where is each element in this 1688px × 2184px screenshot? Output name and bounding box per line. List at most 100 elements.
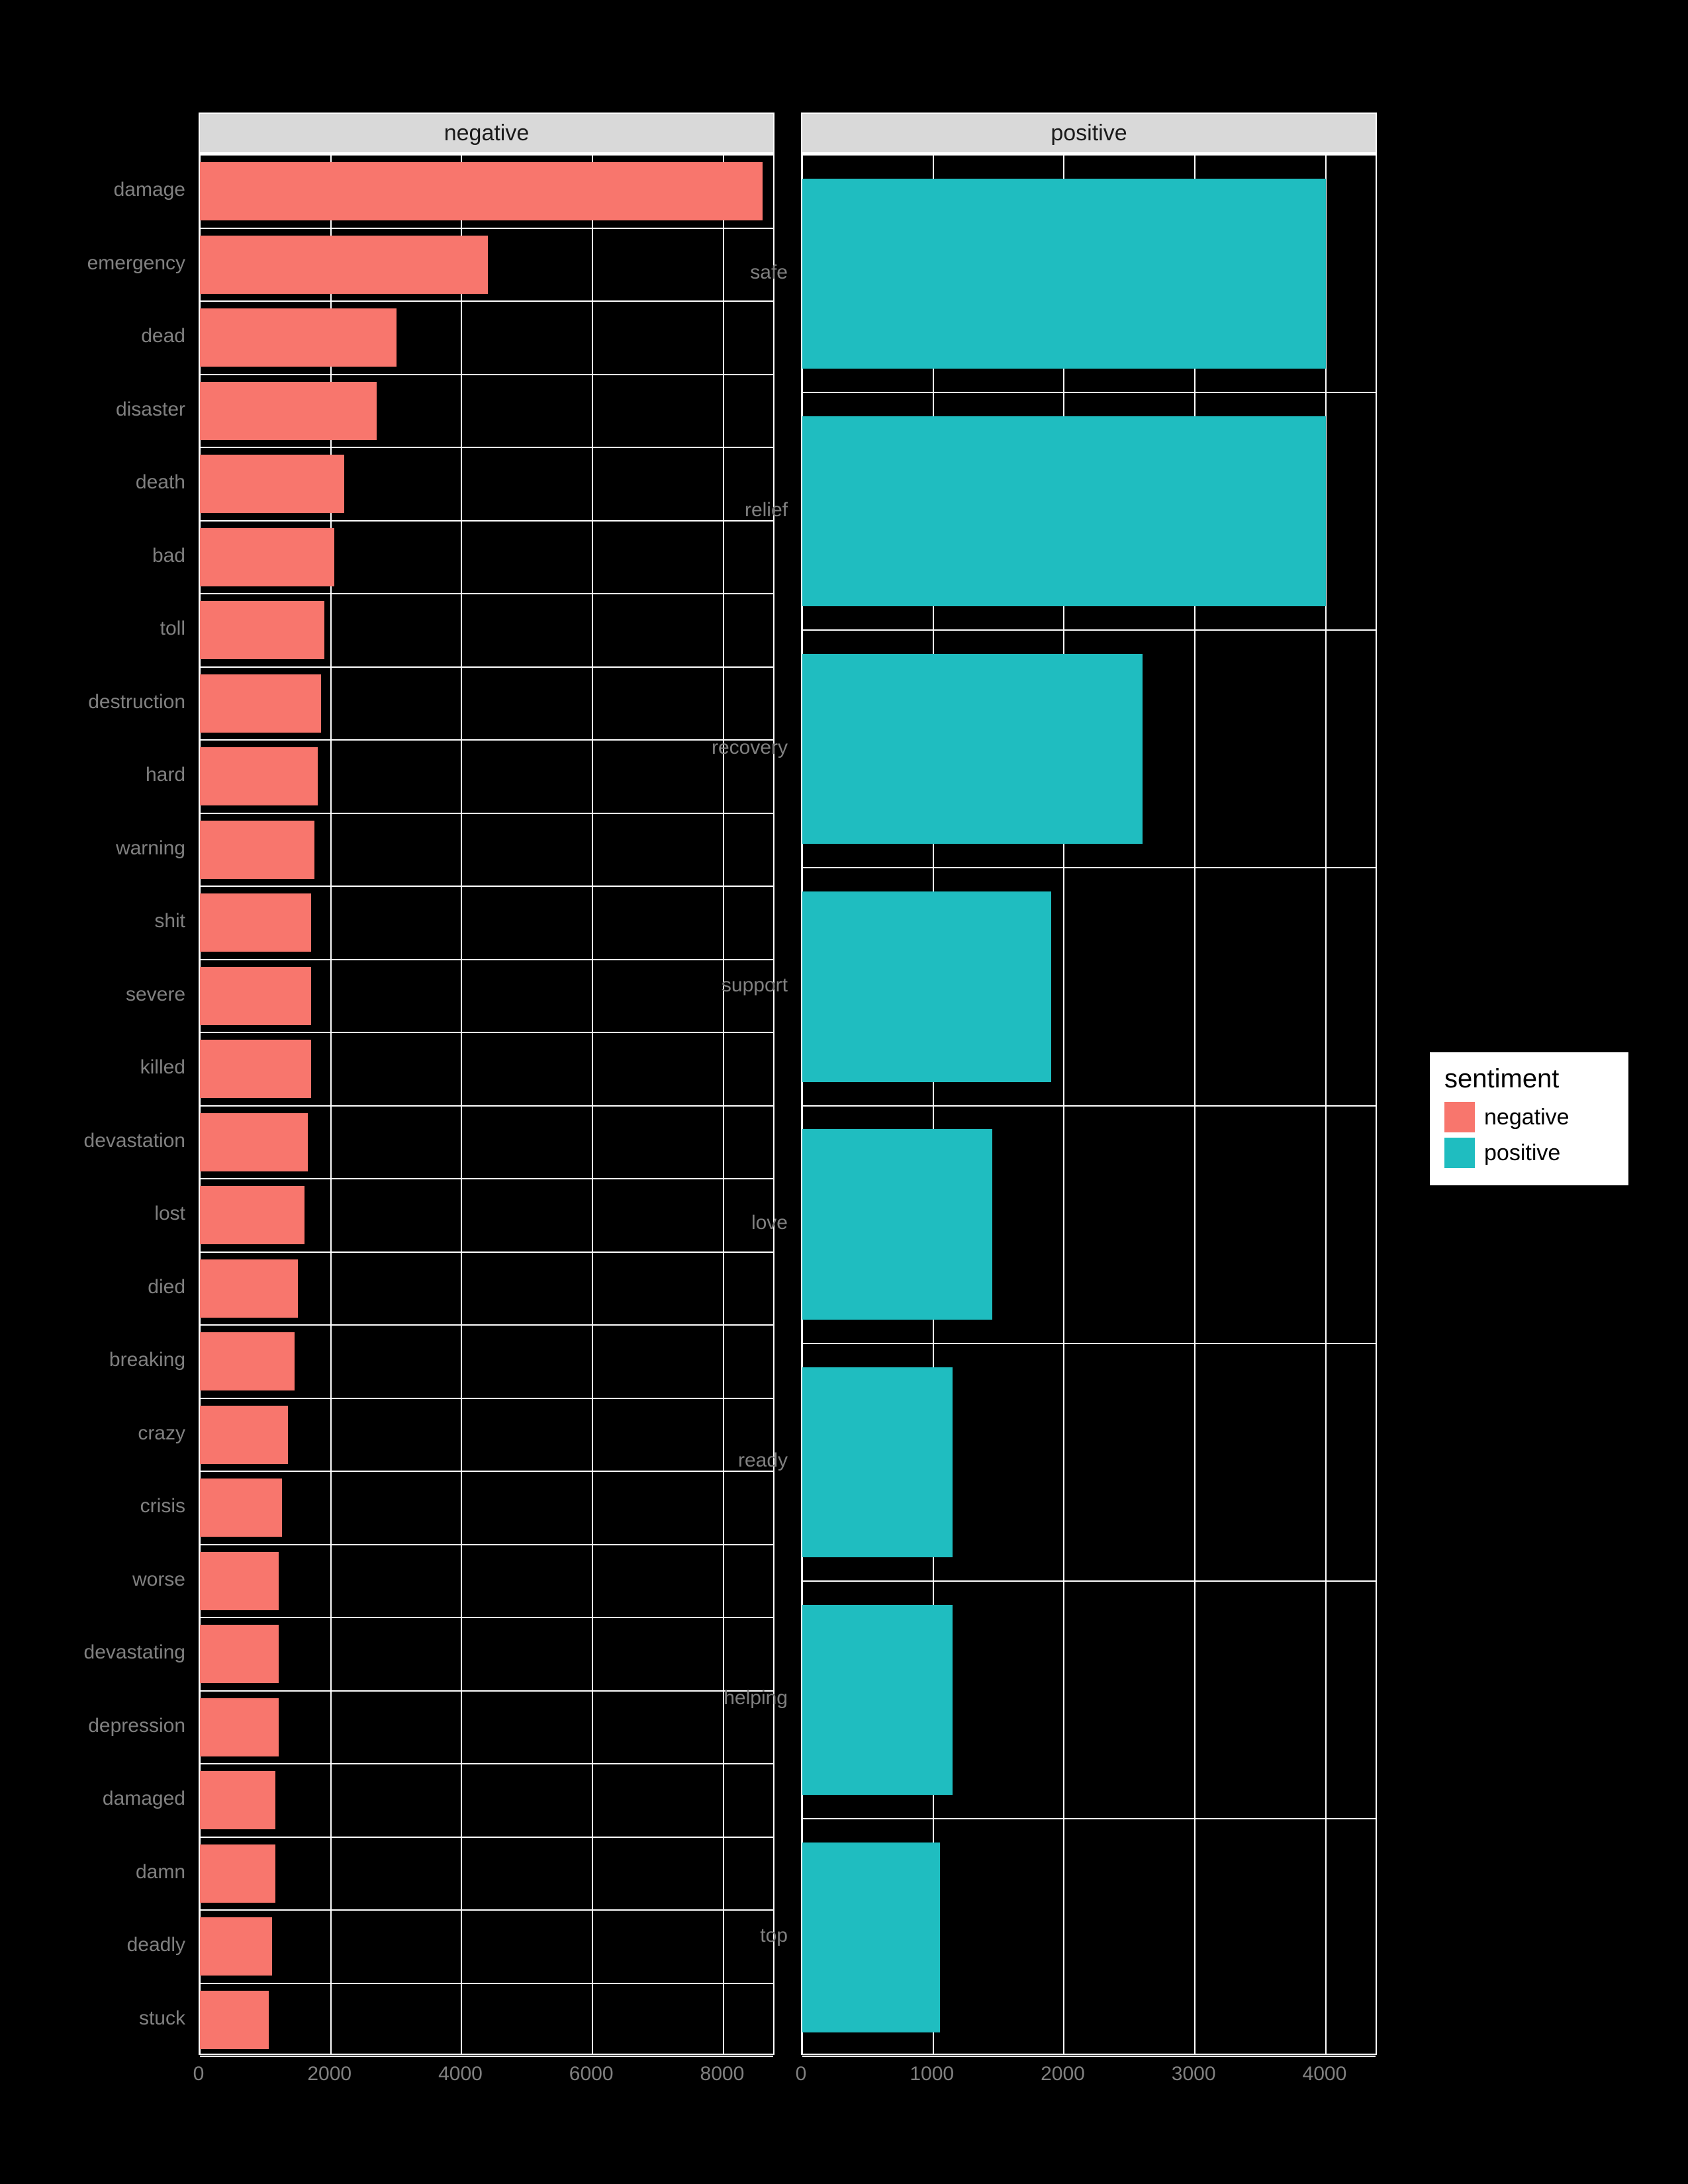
x-axis-tick: 4000 [1303,2063,1347,2085]
bar-negative [200,1259,298,1318]
bar-negative [200,162,763,220]
x-axis-tick: 3000 [1172,2063,1216,2085]
gridline-y [802,392,1376,393]
y-axis-label: damaged [53,1788,185,1810]
bar-negative [200,1991,269,2049]
gridline-y [200,300,773,302]
x-axis-tick: 2000 [1041,2063,1085,2085]
gridline-y [200,1909,773,1911]
gridline-y [200,1617,773,1618]
y-axis-label: died [53,1276,185,1298]
x-axis-tick: 6000 [569,2063,614,2085]
y-axis-label: love [655,1212,788,1234]
y-axis-label: safe [655,261,788,284]
y-axis-label: warning [53,837,185,860]
gridline-y [200,447,773,448]
gridline-y [802,1105,1376,1107]
gridline-y [200,1105,773,1107]
bar-negative [200,674,321,733]
bar-negative [200,821,314,879]
bar-negative [200,1552,279,1610]
y-axis-label: depression [53,1715,185,1737]
bar-negative [200,1332,295,1390]
x-axis-tick: 4000 [438,2063,483,2085]
legend-swatch [1444,1102,1475,1132]
gridline-y [802,867,1376,868]
y-axis-label: shit [53,910,185,933]
y-axis-label: damn [53,1861,185,1884]
gridline-x [592,155,593,2054]
gridline-x [461,155,462,2054]
y-axis-label: dead [53,325,185,347]
y-axis-label: stuck [53,2007,185,2030]
gridline-y [200,2056,773,2057]
bar-positive [802,416,1326,606]
y-axis-label: disaster [53,398,185,421]
x-axis-tick: 8000 [700,2063,745,2085]
bar-negative [200,1186,305,1244]
bar-negative [200,1698,279,1756]
gridline-y [200,813,773,814]
bar-negative [200,528,334,586]
y-axis-label: helping [655,1687,788,1709]
bar-negative [200,1917,272,1976]
gridline-y [200,1983,773,1984]
chart-canvas: negative02000400060008000damageemergency… [0,0,1688,2184]
gridline-y [200,1251,773,1253]
gridline-y [802,1580,1376,1582]
legend-item: negative [1444,1102,1614,1132]
bar-negative [200,1844,275,1903]
y-axis-label: support [655,974,788,997]
bar-negative [200,236,488,294]
bar-positive [802,891,1051,1081]
bar-negative [200,893,311,952]
gridline-y [200,228,773,229]
gridline-y [200,1837,773,1838]
bar-positive [802,1367,953,1557]
y-axis-label: emergency [53,252,185,275]
gridline-x [723,155,724,2054]
y-axis-label: ready [655,1449,788,1472]
x-axis-tick: 0 [193,2063,205,2085]
gridline-y [200,374,773,375]
gridline-y [802,1343,1376,1344]
x-axis-tick: 1000 [910,2063,954,2085]
facet-panel-positive [801,154,1377,2055]
facet-strip-positive: positive [801,113,1377,154]
y-axis-label: breaking [53,1349,185,1371]
gridline-y [802,1818,1376,1819]
y-axis-label: severe [53,983,185,1006]
y-axis-label: crisis [53,1495,185,1518]
bar-negative [200,1113,308,1171]
legend-label: negative [1484,1105,1570,1130]
bar-negative [200,601,324,659]
gridline-y [200,593,773,594]
x-axis-tick: 2000 [307,2063,352,2085]
gridline-y [802,2056,1376,2057]
y-axis-label: relief [655,499,788,522]
y-axis-label: death [53,471,185,494]
x-axis-tick: 0 [796,2063,807,2085]
y-axis-label: bad [53,545,185,567]
legend-label: positive [1484,1140,1560,1166]
bar-negative [200,1771,275,1829]
y-axis-label: crazy [53,1422,185,1445]
y-axis-label: top [655,1925,788,1947]
bar-negative [200,1040,311,1098]
gridline-y [200,1544,773,1545]
facet-strip-negative: negative [199,113,774,154]
bar-negative [200,1406,288,1464]
bar-negative [200,455,344,513]
y-axis-label: hard [53,764,185,786]
legend: sentiment negative positive [1430,1052,1628,1185]
gridline-y [200,1763,773,1764]
gridline-y [802,154,1376,156]
gridline-y [200,666,773,668]
y-axis-label: deadly [53,1934,185,1956]
y-axis-label: lost [53,1203,185,1225]
bar-negative [200,747,318,805]
gridline-y [200,1324,773,1326]
bar-positive [802,1843,940,2032]
legend-title: sentiment [1444,1064,1614,1094]
gridline-y [200,154,773,156]
